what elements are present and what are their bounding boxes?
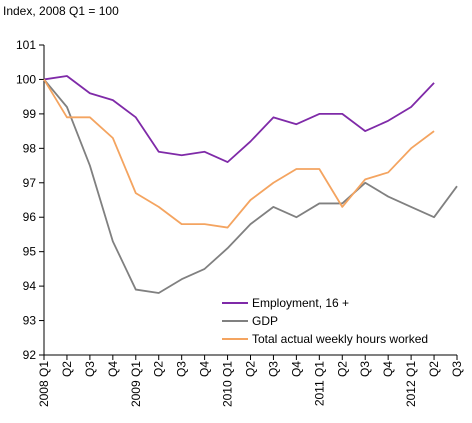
x-tick-label: 2012 Q1 (404, 361, 418, 407)
y-tick-label: 93 (23, 314, 37, 328)
series-line-2 (43, 78, 435, 229)
y-tick-label: 98 (23, 141, 37, 155)
y-axis-title: Index, 2008 Q1 = 100 (3, 4, 119, 18)
x-tick-label: Q2 (335, 361, 349, 377)
x-tick-label: Q4 (198, 361, 212, 377)
x-tick-label: 2011 Q1 (312, 361, 326, 406)
x-tick-label: Q4 (106, 361, 120, 377)
x-tick-label: Q3 (450, 361, 464, 377)
x-tick-label: Q3 (358, 361, 372, 377)
x-tick-label: Q3 (175, 361, 189, 377)
series-line-0 (43, 75, 435, 164)
x-tick-label: 2010 Q1 (221, 361, 235, 407)
x-tick-label: 2009 Q1 (129, 361, 143, 407)
y-tick-label: 97 (23, 176, 37, 190)
legend: Employment, 16 + GDP Total actual weekly h… (222, 296, 428, 346)
series-line-1 (43, 78, 458, 294)
axes: 92 93 94 95 96 97 98 99 100 101 2008 Q1 Q2 Q3 Q4 2009 … (16, 38, 464, 407)
x-tick-label: Q4 (381, 361, 395, 377)
x-tick-label: Q2 (60, 361, 74, 377)
x-tick-label: Q2 (244, 361, 258, 377)
legend-label-1: GDP (252, 314, 278, 328)
y-tick-label: 95 (23, 245, 37, 259)
series-lines (43, 75, 458, 294)
x-tick-label: Q2 (427, 361, 441, 377)
y-tick-label: 100 (16, 72, 36, 86)
x-tick-label: Q4 (289, 361, 303, 377)
y-tick-label: 92 (23, 348, 37, 362)
y-tick-label: 101 (16, 38, 36, 52)
x-tick-label: Q2 (152, 361, 166, 377)
legend-label-2: Total actual weekly hours worked (252, 332, 428, 346)
legend-label-0: Employment, 16 + (252, 296, 349, 310)
y-tick-label: 96 (23, 210, 37, 224)
x-tick-label: Q3 (83, 361, 97, 377)
x-tick-label: Q3 (266, 361, 280, 377)
y-tick-label: 99 (23, 107, 37, 121)
x-tick-label: 2008 Q1 (37, 361, 51, 407)
y-tick-label: 94 (23, 279, 37, 293)
